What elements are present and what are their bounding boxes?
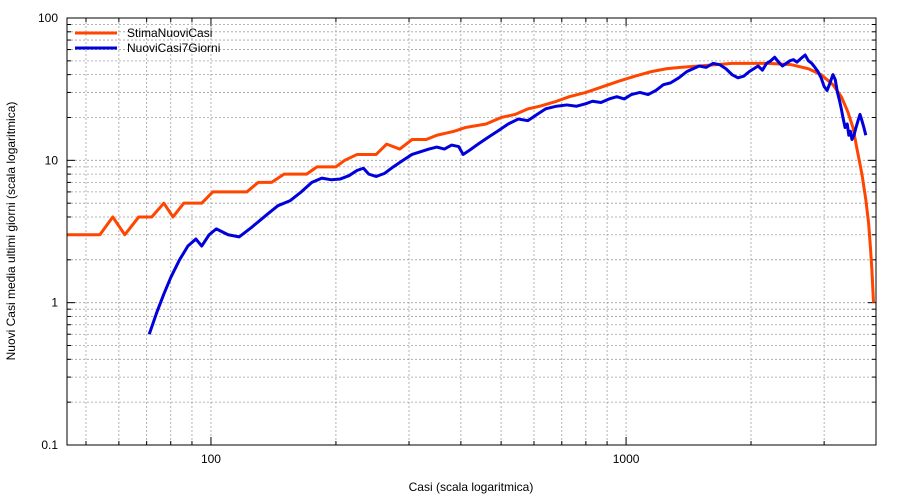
x-axis-ticks: 100 1000	[201, 452, 640, 466]
series-line-2	[147, 53, 868, 335]
x-axis-title: Casi (scala logaritmica)	[409, 480, 534, 494]
x-tick-label: 100	[201, 452, 221, 466]
series-layer	[67, 53, 875, 335]
legend-label-1: StimaNuoviCasi	[127, 26, 212, 40]
y-axis-ticks: 0.1 1 10 100	[38, 11, 58, 452]
grid-lines	[67, 18, 876, 445]
series-line-1	[67, 61, 875, 303]
y-tick-label: 10	[45, 153, 59, 167]
legend-label-2: NuoviCasi7Giorni	[127, 41, 220, 55]
y-tick-label: 1	[51, 296, 58, 310]
y-tick-label: 100	[38, 11, 58, 25]
y-tick-label: 0.1	[41, 438, 58, 452]
plot-frame	[66, 17, 877, 446]
y-axis-title: Nuovi Casi media ultimi giorni (scala lo…	[4, 102, 18, 361]
x-tick-label: 1000	[613, 452, 640, 466]
